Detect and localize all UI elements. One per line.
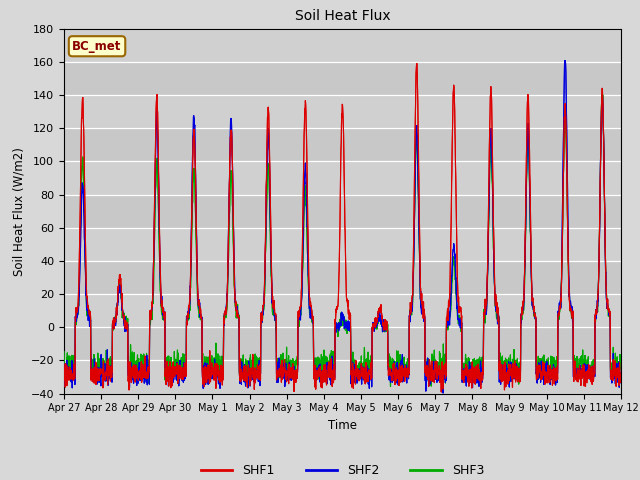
Bar	[64, 294, 621, 327]
SHF3	[358, 374, 366, 380]
SHF3	[504, 365, 512, 371]
SHF2	[617, 372, 625, 377]
SHF2	[216, 372, 223, 378]
Bar	[64, 161, 621, 194]
Bar	[64, 62, 621, 95]
Bar	[64, 29, 621, 62]
SHF2	[584, 371, 591, 377]
SHF1	[358, 370, 366, 376]
SHF2	[439, 390, 447, 396]
Bar	[64, 194, 621, 228]
Legend: SHF1, SHF2, SHF3: SHF1, SHF2, SHF3	[196, 459, 489, 480]
SHF2	[60, 373, 68, 379]
SHF3	[387, 384, 394, 389]
SHF3	[60, 349, 68, 355]
SHF1	[371, 324, 378, 329]
SHF3	[584, 357, 591, 362]
Line: SHF2: SHF2	[64, 60, 621, 393]
SHF2	[561, 58, 569, 63]
SHF3	[568, 314, 575, 320]
Bar	[64, 360, 621, 394]
Bar	[64, 261, 621, 294]
SHF1	[438, 389, 445, 395]
Bar	[64, 95, 621, 128]
Text: BC_met: BC_met	[72, 40, 122, 53]
SHF1	[60, 361, 68, 367]
Line: SHF3: SHF3	[64, 95, 621, 386]
SHF3	[598, 92, 606, 97]
SHF2	[504, 370, 512, 375]
SHF2	[371, 325, 378, 331]
Bar	[64, 228, 621, 261]
SHF1	[505, 373, 513, 379]
SHF1	[617, 371, 625, 376]
Bar	[64, 327, 621, 360]
SHF1	[584, 369, 591, 375]
X-axis label: Time: Time	[328, 419, 357, 432]
Y-axis label: Soil Heat Flux (W/m2): Soil Heat Flux (W/m2)	[12, 147, 25, 276]
SHF3	[371, 323, 378, 329]
Bar	[64, 128, 621, 161]
SHF2	[358, 374, 366, 380]
SHF1	[413, 60, 420, 66]
SHF2	[568, 304, 576, 310]
SHF3	[617, 364, 625, 370]
SHF1	[568, 313, 576, 319]
SHF1	[216, 376, 223, 382]
Title: Soil Heat Flux: Soil Heat Flux	[294, 10, 390, 24]
SHF3	[216, 362, 223, 368]
Line: SHF1: SHF1	[64, 63, 621, 392]
